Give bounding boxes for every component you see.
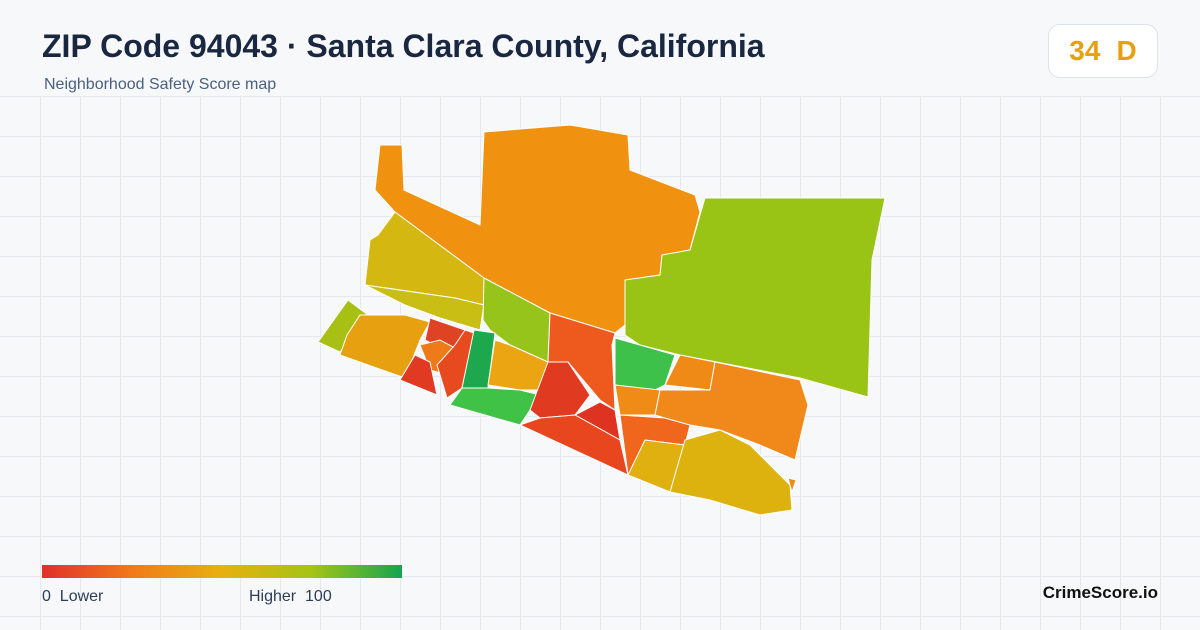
region (669, 429, 793, 516)
legend-min-value: 0 (42, 588, 51, 605)
legend-min: 0 Lower (42, 588, 103, 606)
region (518, 414, 629, 476)
region (339, 314, 431, 379)
region (787, 477, 797, 494)
brand: CrimeScore.io (1042, 583, 1158, 602)
region (449, 387, 541, 426)
score-badge: 34 D (1048, 24, 1158, 78)
subtitle: Neighborhood Safety Score map (44, 76, 277, 93)
legend-max-text: Higher (249, 588, 297, 605)
region (364, 284, 485, 331)
legend-max-value: 100 (305, 588, 332, 605)
legend-min-text: Lower (59, 588, 104, 605)
region (654, 361, 809, 461)
region (614, 384, 661, 416)
score-grade: D (1116, 35, 1137, 66)
region (399, 354, 438, 396)
score-value: 34 (1069, 35, 1101, 66)
title: ZIP Code 94043 · Santa Clara County, Cal… (42, 28, 765, 64)
region (614, 337, 676, 391)
legend-max: Higher 100 (249, 588, 332, 606)
legend-gradient (42, 565, 402, 578)
region (624, 197, 886, 398)
